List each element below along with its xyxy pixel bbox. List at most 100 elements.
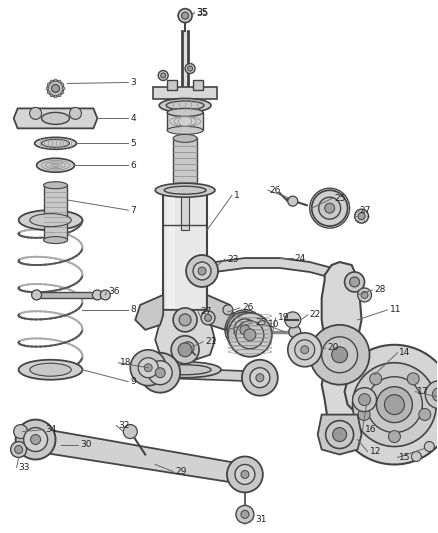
Circle shape bbox=[411, 451, 421, 462]
Circle shape bbox=[256, 374, 264, 382]
Circle shape bbox=[332, 427, 346, 441]
Text: 8: 8 bbox=[130, 305, 136, 314]
Polygon shape bbox=[155, 310, 215, 360]
Circle shape bbox=[179, 314, 191, 326]
Text: 3: 3 bbox=[130, 78, 136, 87]
Circle shape bbox=[240, 325, 250, 335]
Ellipse shape bbox=[19, 360, 82, 379]
Circle shape bbox=[32, 290, 42, 300]
Text: 5: 5 bbox=[130, 139, 136, 148]
Circle shape bbox=[227, 312, 263, 348]
Circle shape bbox=[48, 80, 64, 96]
Circle shape bbox=[235, 464, 255, 484]
Circle shape bbox=[46, 87, 49, 90]
Circle shape bbox=[250, 368, 270, 387]
Circle shape bbox=[319, 197, 341, 219]
Circle shape bbox=[310, 325, 370, 385]
Circle shape bbox=[295, 340, 314, 360]
Circle shape bbox=[359, 394, 371, 406]
Polygon shape bbox=[195, 258, 355, 285]
Bar bbox=[167, 112, 203, 131]
Circle shape bbox=[173, 308, 197, 332]
Circle shape bbox=[182, 342, 194, 354]
Bar bbox=[167, 192, 175, 308]
Circle shape bbox=[124, 425, 137, 439]
Text: 24: 24 bbox=[295, 254, 306, 263]
Circle shape bbox=[385, 394, 404, 415]
Circle shape bbox=[234, 319, 256, 341]
Circle shape bbox=[178, 343, 192, 357]
Text: 35: 35 bbox=[196, 7, 208, 18]
Bar bbox=[193, 80, 203, 91]
Ellipse shape bbox=[42, 112, 70, 124]
Circle shape bbox=[377, 386, 413, 423]
Circle shape bbox=[185, 63, 195, 74]
Ellipse shape bbox=[43, 237, 67, 244]
Polygon shape bbox=[155, 368, 265, 382]
Ellipse shape bbox=[43, 182, 67, 189]
Circle shape bbox=[201, 311, 215, 325]
Bar bbox=[181, 190, 189, 230]
Circle shape bbox=[407, 373, 419, 385]
Text: 20: 20 bbox=[328, 343, 339, 352]
Text: 26: 26 bbox=[270, 185, 281, 195]
Text: 26: 26 bbox=[242, 303, 253, 312]
Ellipse shape bbox=[155, 183, 215, 197]
Text: 25: 25 bbox=[255, 318, 266, 327]
Circle shape bbox=[325, 203, 335, 213]
Circle shape bbox=[236, 505, 254, 523]
Circle shape bbox=[424, 441, 434, 451]
Circle shape bbox=[244, 329, 256, 341]
Ellipse shape bbox=[167, 126, 203, 134]
Circle shape bbox=[14, 425, 28, 439]
Circle shape bbox=[301, 346, 309, 354]
Text: 30: 30 bbox=[81, 440, 92, 449]
Text: 10: 10 bbox=[268, 320, 279, 329]
Circle shape bbox=[54, 95, 57, 98]
Text: 35: 35 bbox=[196, 8, 208, 17]
Circle shape bbox=[155, 368, 165, 378]
Ellipse shape bbox=[166, 101, 204, 110]
Bar bbox=[163, 190, 207, 310]
Circle shape bbox=[52, 84, 60, 92]
Circle shape bbox=[140, 353, 180, 393]
Circle shape bbox=[241, 511, 249, 518]
Circle shape bbox=[367, 377, 422, 433]
Ellipse shape bbox=[35, 138, 77, 149]
Circle shape bbox=[138, 358, 158, 378]
Ellipse shape bbox=[37, 158, 74, 172]
Circle shape bbox=[321, 337, 357, 373]
Circle shape bbox=[242, 360, 278, 395]
Text: 29: 29 bbox=[175, 467, 187, 476]
Ellipse shape bbox=[149, 362, 221, 378]
Text: 1: 1 bbox=[234, 191, 240, 200]
Circle shape bbox=[312, 190, 348, 226]
Circle shape bbox=[148, 361, 172, 385]
Ellipse shape bbox=[164, 186, 206, 194]
Polygon shape bbox=[207, 295, 235, 330]
Circle shape bbox=[357, 288, 371, 302]
Circle shape bbox=[16, 419, 56, 459]
Ellipse shape bbox=[167, 108, 203, 116]
Polygon shape bbox=[321, 262, 361, 434]
Circle shape bbox=[205, 314, 212, 321]
Text: 33: 33 bbox=[19, 463, 30, 472]
Circle shape bbox=[14, 446, 23, 454]
Bar bbox=[173, 139, 197, 188]
Text: 25: 25 bbox=[335, 193, 346, 203]
Ellipse shape bbox=[30, 214, 71, 227]
Circle shape bbox=[50, 80, 53, 83]
Text: 31: 31 bbox=[255, 515, 266, 524]
Circle shape bbox=[288, 196, 298, 206]
Ellipse shape bbox=[159, 99, 211, 112]
Circle shape bbox=[100, 290, 110, 300]
Text: 21: 21 bbox=[205, 337, 216, 346]
Circle shape bbox=[182, 12, 189, 19]
Circle shape bbox=[353, 363, 436, 447]
Polygon shape bbox=[14, 108, 97, 128]
Ellipse shape bbox=[19, 210, 82, 230]
Circle shape bbox=[285, 312, 301, 328]
Circle shape bbox=[144, 364, 152, 372]
Text: 9: 9 bbox=[130, 377, 136, 386]
Text: 14: 14 bbox=[399, 348, 411, 357]
